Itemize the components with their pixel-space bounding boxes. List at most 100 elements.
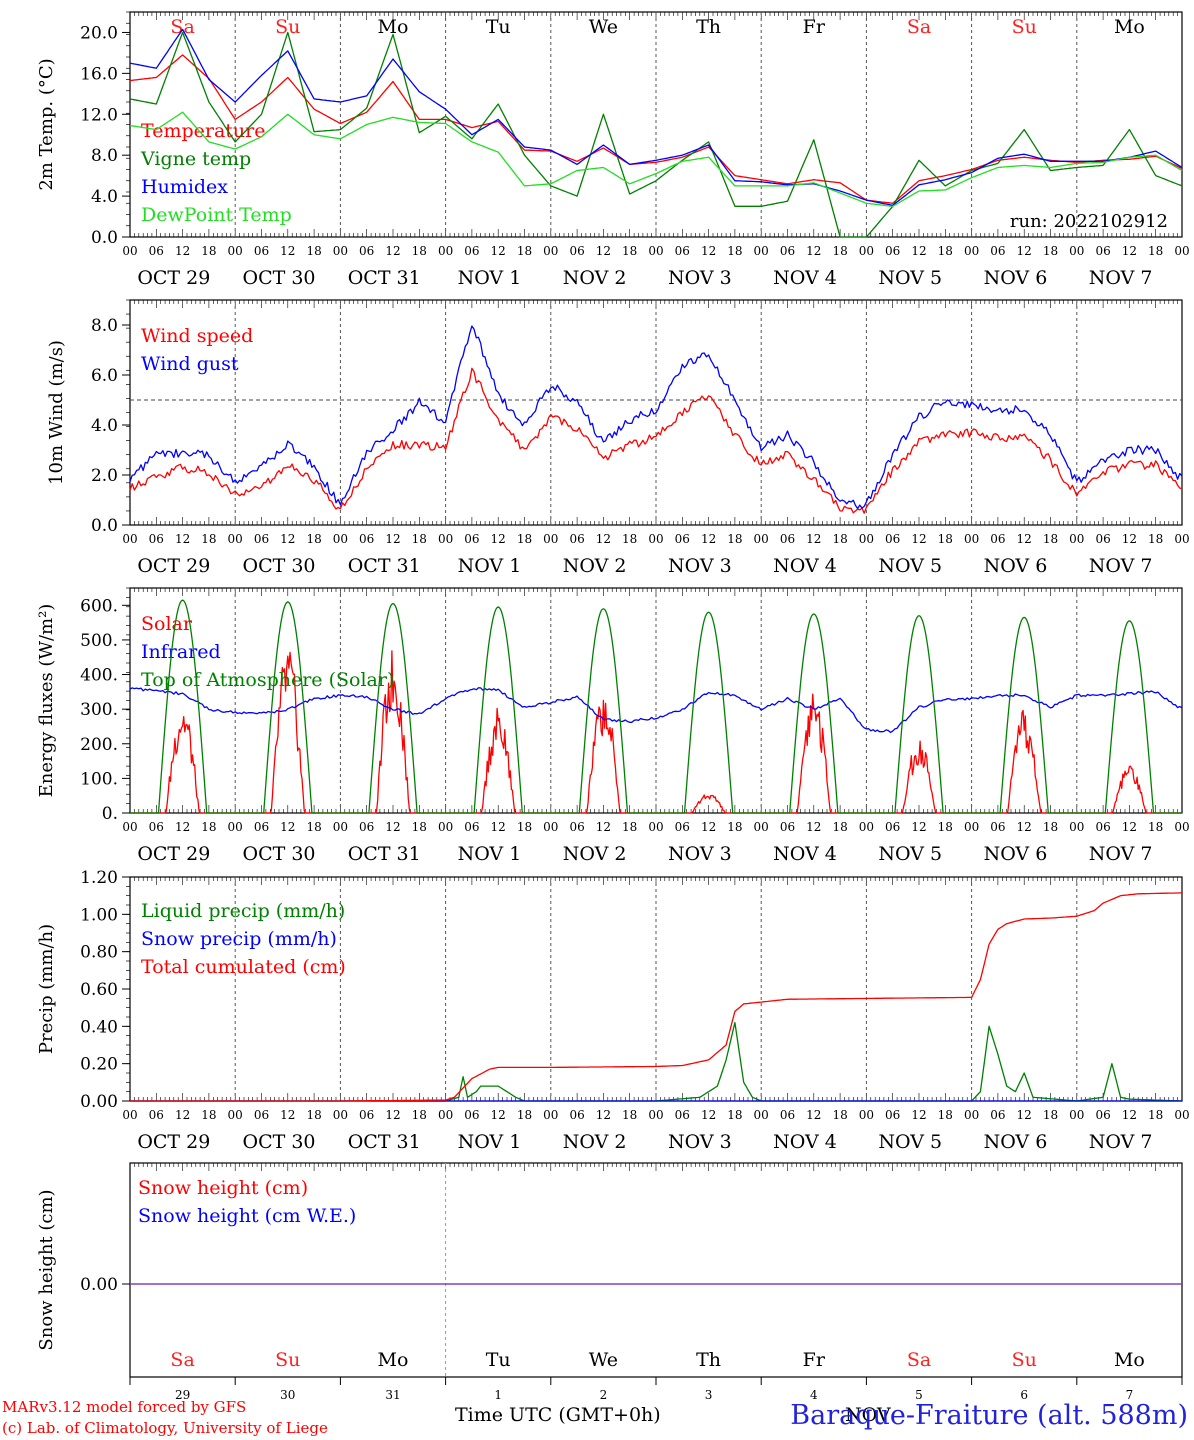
hour-label: 18 [1148, 1108, 1163, 1122]
weekday-label: Th [696, 16, 721, 38]
date-label: NOV 2 [563, 555, 627, 577]
series-line [129, 28, 1183, 206]
hour-label: 12 [280, 532, 295, 546]
hour-label: 06 [990, 1108, 1005, 1122]
hour-label: 00 [228, 1108, 243, 1122]
hour-label: 18 [1148, 244, 1163, 258]
weekday-label: Th [696, 1349, 721, 1371]
hour-label: 12 [491, 244, 506, 258]
y-tick-label: 0.0 [91, 228, 118, 248]
hour-label: 00 [333, 532, 348, 546]
date-label: OCT 31 [348, 267, 421, 289]
hour-label: 18 [306, 532, 321, 546]
hour-label: 06 [569, 244, 584, 258]
hour-label: 18 [412, 532, 427, 546]
y-axis-label: Snow height (cm) [36, 1189, 57, 1350]
y-tick-label: 6.0 [91, 366, 118, 386]
hour-label: 18 [412, 1108, 427, 1122]
hour-label: 06 [359, 1108, 374, 1122]
weekday-label: Tu [486, 16, 511, 38]
hour-label: 18 [412, 244, 427, 258]
hour-label: 18 [727, 820, 742, 834]
date-label: OCT 29 [137, 555, 210, 577]
y-tick-label: 0. [102, 804, 118, 824]
legend-entry: Total cumulated (cm) [141, 956, 346, 978]
weekday-label: Su [275, 16, 300, 38]
hour-label: 00 [1069, 244, 1084, 258]
legend-entry: Snow precip (mm/h) [141, 928, 337, 950]
hour-label: 00 [754, 820, 769, 834]
date-label: NOV 3 [668, 843, 732, 865]
hour-label: 18 [1043, 244, 1058, 258]
hour-label: 12 [491, 1108, 506, 1122]
hour-label: 00 [1069, 820, 1084, 834]
y-tick-label: 0.20 [80, 1055, 118, 1075]
hour-label: 00 [859, 1108, 874, 1122]
hour-label: 00 [648, 1108, 663, 1122]
hour-label: 12 [1122, 244, 1137, 258]
hour-label: 12 [806, 244, 821, 258]
hour-label: 06 [885, 820, 900, 834]
hour-label: 06 [675, 1108, 690, 1122]
hour-label: 00 [122, 820, 137, 834]
y-axis-label: Precip (mm/h) [36, 924, 57, 1054]
y-tick-label: 300. [80, 700, 118, 720]
hour-label: 12 [385, 532, 400, 546]
hour-label: 00 [543, 1108, 558, 1122]
hour-label: 06 [780, 532, 795, 546]
legend-entry: Vigne temp [140, 148, 251, 170]
hour-label: 18 [306, 820, 321, 834]
panel-4: 0.00 0.20 0.40 0.60 0.80 1.00 1.20 Precip (mm/h… [36, 868, 1190, 1153]
hour-label: 06 [780, 820, 795, 834]
hour-label: 00 [754, 244, 769, 258]
station-title: Baraque-Fraiture (alt. 588m) [790, 1400, 1188, 1431]
time-axis-title: Time UTC (GMT+0h) [455, 1404, 661, 1426]
hour-label: 12 [1017, 820, 1032, 834]
weekday-label: Fr [803, 16, 826, 38]
hour-label: 06 [1095, 244, 1110, 258]
hour-label: 18 [201, 532, 216, 546]
hour-label: 00 [859, 532, 874, 546]
legend-entry: Solar [141, 613, 193, 635]
series-line [130, 892, 1182, 1102]
day-number: 7 [1126, 1388, 1134, 1402]
date-label: NOV 5 [878, 267, 942, 289]
hour-label: 06 [149, 1108, 164, 1122]
legend-entry: Snow height (cm) [138, 1177, 308, 1199]
hour-label: 18 [201, 244, 216, 258]
hour-label: 00 [228, 244, 243, 258]
hour-label: 00 [543, 820, 558, 834]
weekday-label: Su [275, 1349, 300, 1371]
hour-label: 06 [254, 244, 269, 258]
date-label: OCT 29 [137, 843, 210, 865]
hour-label: 06 [675, 532, 690, 546]
hour-label: 06 [569, 1108, 584, 1122]
hour-label: 18 [832, 244, 847, 258]
hour-label: 12 [1122, 1108, 1137, 1122]
date-label: NOV 7 [1089, 1131, 1153, 1153]
hour-label: 18 [938, 244, 953, 258]
y-tick-label: 600. [80, 596, 118, 616]
hour-label: 00 [333, 244, 348, 258]
hour-label: 18 [306, 244, 321, 258]
hour-label: 00 [1174, 1108, 1189, 1122]
hour-label: 12 [491, 820, 506, 834]
hour-label: 00 [754, 1108, 769, 1122]
date-label: OCT 29 [137, 1131, 210, 1153]
date-label: OCT 30 [243, 555, 316, 577]
hour-label: 00 [438, 820, 453, 834]
panel-1: 0.0 4.0 8.0 12.0 16.0 20.0 2m Temp. (°C) 00 06 12… [36, 11, 1190, 289]
date-label: OCT 30 [243, 267, 316, 289]
hour-label: 06 [359, 532, 374, 546]
hour-label: 06 [780, 244, 795, 258]
hour-label: 18 [517, 244, 532, 258]
hour-label: 06 [1095, 820, 1110, 834]
hour-label: 06 [464, 532, 479, 546]
hour-label: 12 [596, 1108, 611, 1122]
hour-label: 12 [175, 820, 190, 834]
hour-label: 06 [885, 1108, 900, 1122]
hour-label: 06 [990, 820, 1005, 834]
hour-label: 06 [569, 532, 584, 546]
day-number: 31 [385, 1388, 400, 1402]
weekday-label: Sa [907, 1349, 931, 1371]
